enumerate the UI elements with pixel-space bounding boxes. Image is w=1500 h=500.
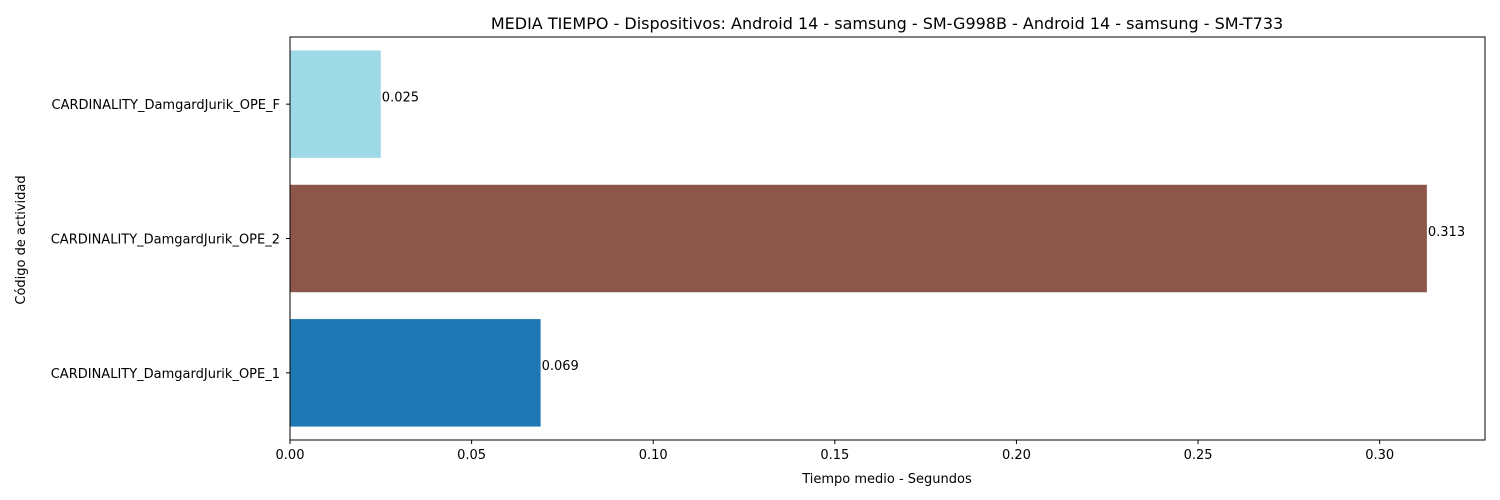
x-tick-label: 0.25	[1184, 448, 1213, 463]
data-label-2: 0.313	[1428, 225, 1465, 240]
y-tick-label: CARDINALITY_DamgardJurik_OPE_2	[51, 233, 280, 248]
y-tick-label: CARDINALITY_DamgardJurik_OPE_F	[52, 98, 280, 113]
x-tick-label: 0.05	[457, 448, 486, 463]
x-tick-label: 0.00	[276, 448, 305, 463]
x-axis-title: Tiempo medio - Segundos	[801, 472, 972, 487]
x-tick-label: 0.10	[639, 448, 668, 463]
chart-title: MEDIA TIEMPO - Dispositivos: Android 14 …	[491, 14, 1283, 33]
x-tick-label: 0.15	[820, 448, 849, 463]
bar-1	[290, 319, 541, 427]
x-tick-label: 0.30	[1365, 448, 1394, 463]
y-axis-title: Código de actividad	[14, 175, 29, 304]
y-tick-label: CARDINALITY_DamgardJurik_OPE_1	[51, 367, 280, 382]
bar-2	[290, 184, 1427, 293]
data-label-3: 0.025	[382, 90, 419, 105]
bars-group: 0.069 0.313 0.025	[290, 50, 1465, 427]
bar-3	[290, 50, 381, 158]
data-label-1: 0.069	[542, 359, 579, 374]
plot-area	[289, 36, 1486, 441]
x-tick-label: 0.20	[1002, 448, 1031, 463]
ticks-group: CARDINALITY_DamgardJurik_OPE_1 CARDINALIT…	[51, 98, 1394, 463]
